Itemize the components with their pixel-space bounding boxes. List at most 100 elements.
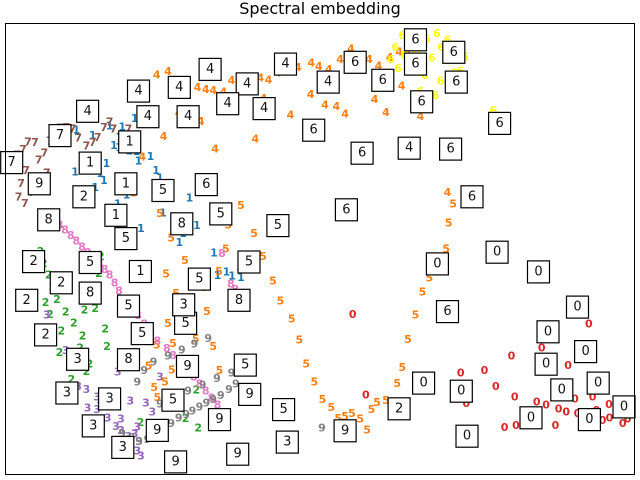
point-digit-7: 7 — [125, 122, 133, 135]
point-digit-5: 5 — [145, 360, 153, 373]
thumbnail-frame — [577, 408, 602, 432]
point-digit-1: 1 — [223, 265, 231, 278]
thumbnail-frame — [410, 90, 434, 114]
digit-thumbnail: 5 — [116, 294, 141, 318]
point-digit-1: 1 — [159, 207, 167, 220]
point-digit-4: 4 — [365, 53, 373, 66]
point-digit-4: 4 — [371, 93, 379, 106]
digit-thumbnail: 6 — [403, 28, 428, 52]
thumbnail-digit-4: 4 — [83, 104, 91, 119]
thumbnail-frame — [170, 212, 194, 236]
digit-thumbnail: 9 — [164, 450, 188, 474]
thumbnail-frame — [48, 123, 72, 148]
thumbnail-digit-6: 6 — [450, 45, 458, 60]
digit-thumbnail: 8 — [116, 348, 141, 372]
point-digit-3: 3 — [117, 424, 125, 437]
thumbnail-frame — [333, 419, 357, 443]
thumbnail-digit-0: 0 — [534, 264, 542, 279]
point-digit-4: 4 — [251, 133, 259, 146]
point-digit-5: 5 — [382, 394, 390, 407]
point-digit-5: 5 — [162, 267, 170, 280]
thumbnail-frame — [136, 105, 160, 129]
point-digit-5: 5 — [373, 396, 381, 409]
point-digit-9: 9 — [135, 435, 143, 448]
digit-thumbnail: 5 — [161, 388, 185, 412]
thumbnail-frame — [403, 28, 428, 52]
thumbnail-digit-8: 8 — [45, 212, 53, 227]
point-digit-5: 5 — [363, 423, 371, 436]
point-digit-1: 1 — [131, 112, 139, 125]
thumbnail-digit-6: 6 — [342, 202, 350, 217]
point-digit-9: 9 — [150, 355, 158, 368]
point-digit-0: 0 — [574, 407, 582, 420]
point-digit-9: 9 — [232, 378, 240, 391]
thumbnail-frame — [519, 406, 543, 430]
point-digit-0: 0 — [512, 419, 520, 432]
digit-thumbnail: 3 — [65, 347, 90, 371]
point-digit-7: 7 — [83, 139, 91, 152]
digit-thumbnail: 8 — [170, 212, 194, 236]
point-digit-8: 8 — [106, 269, 114, 282]
point-digit-3: 3 — [135, 435, 143, 448]
point-digit-4: 4 — [256, 72, 264, 85]
thumbnail-frame — [78, 281, 102, 305]
point-digit-2: 2 — [103, 340, 111, 353]
digit-thumbnail: 4 — [136, 105, 160, 129]
digit-thumbnail: 4 — [176, 105, 200, 129]
digit-thumbnail: 0 — [526, 260, 551, 284]
point-digit-4: 4 — [153, 68, 161, 81]
point-digit-0: 0 — [349, 308, 357, 321]
thumbnail-frame — [118, 130, 142, 154]
point-digit-4: 4 — [138, 150, 146, 163]
point-digit-9: 9 — [182, 408, 190, 421]
point-digit-6: 6 — [392, 41, 400, 54]
point-digit-1: 1 — [186, 192, 194, 205]
point-digit-5: 5 — [398, 361, 406, 374]
thumbnail-frame — [126, 79, 151, 103]
digit-thumbnail: 6 — [334, 198, 358, 222]
digit-thumbnail: 4 — [126, 79, 151, 103]
thumbnail-digit-2: 2 — [80, 189, 88, 204]
thumbnail-frame — [164, 450, 188, 474]
thumbnail-digit-0: 0 — [527, 410, 535, 425]
thumbnail-frame — [266, 214, 290, 238]
digit-thumbnail: 5 — [130, 322, 154, 346]
point-digit-6: 6 — [387, 53, 395, 66]
thumbnail-digit-9: 9 — [234, 447, 242, 462]
point-digit-3: 3 — [84, 401, 92, 414]
point-digit-2: 2 — [79, 329, 87, 342]
thumbnail-digit-8: 8 — [124, 352, 132, 367]
point-digit-1: 1 — [152, 164, 160, 177]
point-digit-3: 3 — [104, 412, 112, 425]
point-digit-1: 1 — [100, 174, 108, 187]
point-digit-6: 6 — [433, 27, 441, 40]
thumbnail-digit-4: 4 — [184, 109, 192, 124]
digit-thumbnail: 5 — [78, 250, 102, 275]
digit-thumbnail: 6 — [350, 141, 374, 165]
digit-thumbnail: 2 — [387, 397, 411, 421]
point-digit-0: 0 — [562, 405, 570, 418]
point-digit-3: 3 — [131, 427, 139, 440]
thumbnail-digit-0: 0 — [542, 357, 550, 372]
thumbnail-digit-0: 0 — [594, 376, 602, 391]
point-digit-8: 8 — [72, 234, 80, 247]
digit-thumbnail: 3 — [81, 414, 105, 438]
point-digit-9: 9 — [225, 383, 233, 396]
thumbnail-digit-3: 3 — [89, 418, 97, 433]
digit-thumbnail: 0 — [519, 406, 543, 430]
point-digit-5: 5 — [442, 243, 450, 256]
thumbnail-frame — [114, 172, 138, 196]
point-digit-4: 4 — [398, 80, 406, 93]
thumbnail-digit-3: 3 — [283, 435, 291, 450]
point-digit-4: 4 — [294, 61, 302, 74]
digit-thumbnail: 0 — [455, 424, 479, 448]
thumbnail-digit-9: 9 — [183, 359, 191, 374]
point-digit-6: 6 — [432, 89, 440, 102]
digit-thumbnail: 9 — [333, 419, 357, 443]
thumbnail-frame — [209, 202, 233, 226]
digit-thumbnail: 0 — [586, 371, 610, 395]
series-digit-6: 66666666666666666666666 — [387, 27, 497, 117]
digit-thumbnail: 3 — [111, 435, 135, 459]
thumbnail-digit-3: 3 — [63, 386, 71, 401]
